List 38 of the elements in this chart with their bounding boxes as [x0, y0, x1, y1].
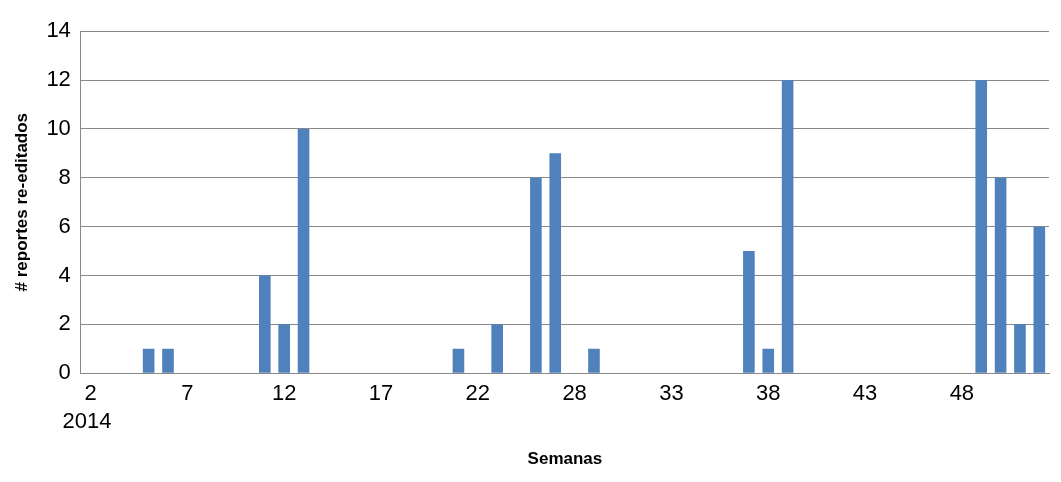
- bar: [278, 324, 290, 373]
- x-tick-label: 38: [756, 380, 781, 406]
- y-tick-label: 12: [46, 66, 71, 92]
- bar: [142, 348, 155, 373]
- bar: [162, 348, 174, 373]
- x-tick-label: 28: [562, 380, 587, 406]
- bar: [549, 153, 562, 373]
- x-tick-label: 12: [271, 380, 297, 406]
- x-axis-title: Semanas: [527, 449, 603, 469]
- text: 2014: [62, 408, 112, 434]
- y-tick-label: 0: [58, 359, 71, 385]
- y-tick-label: 4: [58, 261, 71, 287]
- x-tick-label: 7: [181, 380, 194, 406]
- bar: [994, 177, 1007, 373]
- y-tick-label: 8: [58, 163, 71, 189]
- bar: [762, 348, 775, 373]
- bar: [530, 177, 542, 373]
- y-axis-title: # reportes re-editados: [11, 112, 31, 292]
- bar: [588, 348, 600, 373]
- bar: [975, 80, 988, 373]
- y-tick-label: 6: [58, 212, 71, 238]
- y-tick-label: 14: [46, 17, 71, 43]
- bar: [743, 251, 755, 373]
- x-tick-label: 33: [659, 380, 684, 406]
- bar: [1014, 324, 1026, 373]
- bar: [781, 80, 794, 373]
- y-tick-label: 2: [58, 310, 71, 336]
- x-tick-label: 48: [949, 380, 975, 406]
- x-tick-label: 2: [84, 380, 97, 406]
- bar: [452, 348, 465, 373]
- bar: [297, 128, 310, 373]
- y-tick-label: 10: [46, 114, 71, 140]
- bar: [259, 275, 271, 373]
- bar: [1033, 226, 1046, 373]
- bar: [491, 324, 503, 373]
- x-tick-label: 22: [465, 380, 491, 406]
- x-tick-label: 17: [368, 380, 394, 406]
- x-tick-label: 43: [852, 380, 878, 406]
